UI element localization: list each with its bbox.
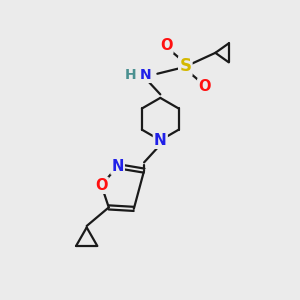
- Text: O: O: [160, 38, 172, 53]
- Text: O: O: [198, 79, 211, 94]
- Text: N: N: [140, 68, 152, 82]
- Text: S: S: [179, 57, 191, 75]
- Text: N: N: [154, 133, 167, 148]
- Text: N: N: [111, 159, 124, 174]
- Text: H: H: [125, 68, 137, 82]
- Text: O: O: [95, 178, 108, 193]
